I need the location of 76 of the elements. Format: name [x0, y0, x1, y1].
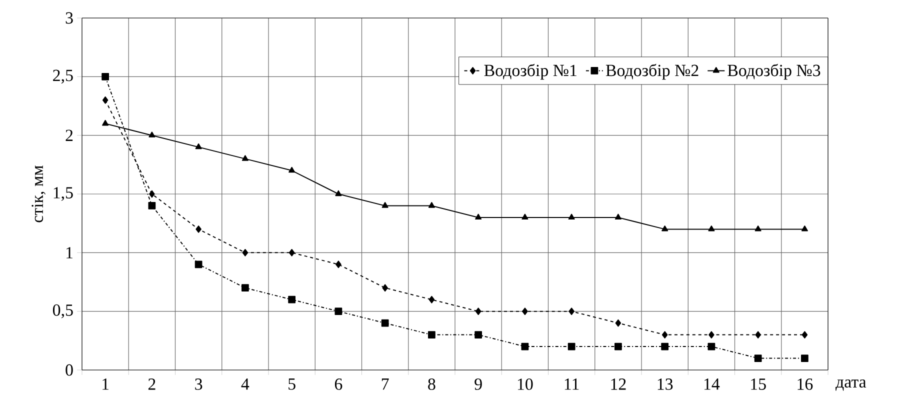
- point: [382, 284, 388, 292]
- point: [661, 342, 669, 350]
- x-tick-label: 8: [428, 378, 436, 390]
- point: [521, 342, 529, 350]
- x-tick-label: 7: [382, 378, 389, 390]
- y-tick-label: 1,5: [54, 187, 73, 201]
- legend-label: Водозбір №2: [606, 64, 698, 80]
- legend-label: Водозбір №3: [728, 64, 820, 80]
- y-tick-label: 2: [66, 130, 73, 141]
- point: [288, 248, 295, 256]
- x-tick-label: 4: [241, 378, 250, 390]
- point: [149, 190, 155, 198]
- x-tick-label: 9: [474, 378, 482, 390]
- y-tick-label: 0,5: [52, 304, 73, 318]
- point: [334, 308, 342, 316]
- point: [522, 308, 528, 316]
- point: [242, 284, 249, 292]
- point: [475, 308, 482, 316]
- point: [242, 155, 248, 161]
- point: [475, 214, 482, 220]
- y-tick-label: 3: [66, 12, 73, 24]
- x-tick-label: 12: [611, 378, 626, 390]
- point: [474, 331, 482, 338]
- x-tick-label: 3: [195, 378, 202, 390]
- point: [382, 202, 388, 208]
- point: [708, 331, 714, 338]
- y-axis-title: стік, мм: [32, 166, 46, 222]
- x-tick-label: 13: [658, 378, 673, 390]
- x-tick-label: 11: [564, 378, 579, 390]
- point: [148, 202, 156, 210]
- point: [615, 319, 622, 327]
- point: [381, 319, 389, 327]
- point: [194, 260, 202, 268]
- point: [335, 190, 342, 196]
- point: [568, 342, 576, 350]
- x-axis-title: дата: [836, 379, 866, 391]
- point: [568, 214, 575, 220]
- point: [428, 331, 436, 338]
- point: [102, 120, 109, 126]
- point: [288, 166, 296, 173]
- point: [568, 308, 574, 316]
- point: [708, 342, 716, 350]
- y-tick-label: 2,5: [53, 70, 73, 84]
- point: [801, 226, 808, 232]
- point: [288, 296, 296, 304]
- point: [662, 331, 668, 338]
- point: [614, 214, 622, 220]
- x-tick-label: 16: [798, 378, 813, 390]
- x-tick-label: 2: [148, 378, 156, 390]
- y-tick-label: 0: [66, 364, 73, 376]
- y-tick-label: 1: [66, 247, 72, 258]
- x-tick-label: 15: [751, 378, 766, 390]
- point: [196, 226, 202, 233]
- point: [428, 296, 435, 304]
- point: [801, 354, 808, 362]
- point: [754, 226, 762, 232]
- x-tick-label: 14: [704, 378, 720, 390]
- point: [708, 226, 715, 232]
- point: [336, 260, 342, 268]
- point: [195, 143, 202, 150]
- legend-label: Водозбір №1: [484, 64, 576, 80]
- point: [614, 342, 622, 350]
- point: [242, 248, 248, 256]
- point: [755, 331, 761, 338]
- x-tick-label: 5: [288, 378, 296, 390]
- point: [148, 132, 156, 138]
- point: [102, 72, 109, 80]
- point: [428, 202, 435, 208]
- x-tick-label: 10: [518, 378, 533, 390]
- point: [754, 354, 762, 362]
- point: [102, 96, 108, 104]
- point: [662, 226, 668, 232]
- point: [802, 331, 808, 338]
- x-tick-label: 1: [102, 378, 109, 390]
- x-tick-label: 6: [334, 378, 342, 390]
- point: [522, 214, 528, 220]
